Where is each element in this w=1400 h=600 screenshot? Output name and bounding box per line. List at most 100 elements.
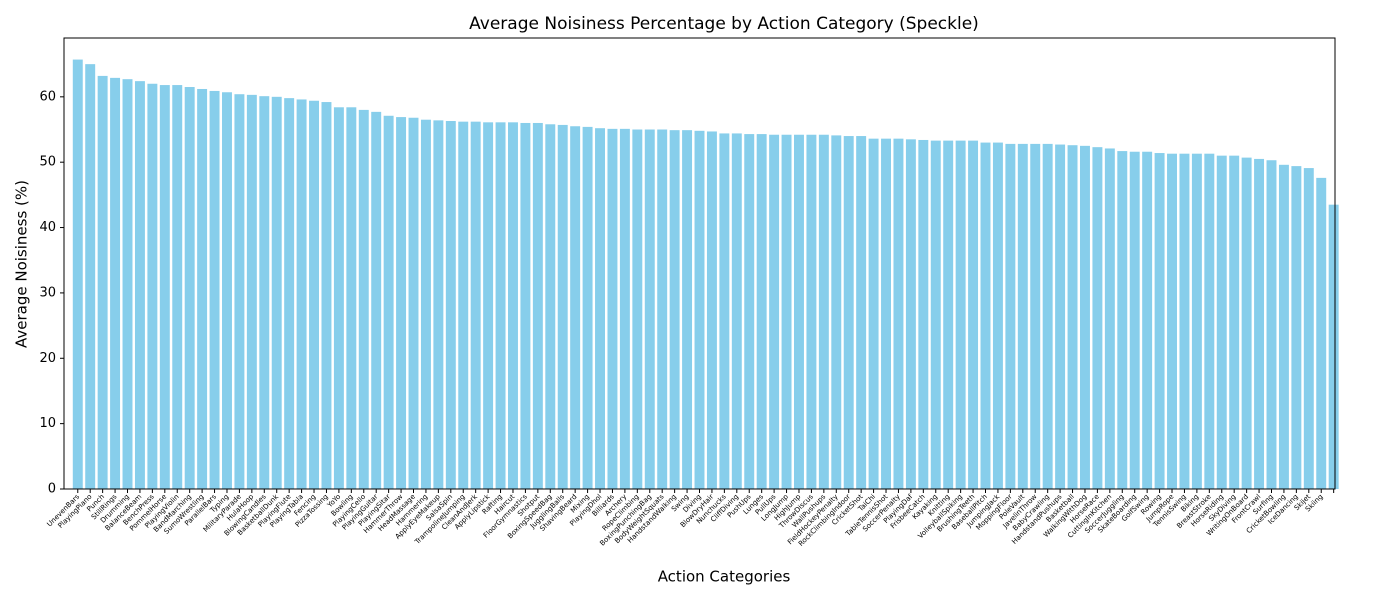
bar (682, 130, 693, 489)
bar (619, 128, 630, 489)
y-tick-label: 10 (39, 416, 56, 431)
bar (992, 142, 1003, 489)
bar (1080, 145, 1090, 489)
y-tick-label: 50 (39, 155, 56, 170)
y-tick-label: 0 (48, 482, 56, 497)
bar (296, 99, 307, 489)
bar (756, 134, 767, 489)
bar (346, 107, 357, 489)
bar (545, 124, 556, 489)
bar (557, 124, 568, 489)
bar (470, 121, 481, 490)
bar (1167, 153, 1177, 490)
bar (396, 117, 407, 489)
bar (694, 130, 705, 489)
bar (632, 129, 643, 489)
y-tick-label: 40 (39, 220, 56, 235)
bar (1216, 155, 1227, 490)
bar (159, 85, 170, 490)
bar (520, 122, 531, 490)
bar (1204, 153, 1215, 490)
bar (719, 133, 730, 489)
x-axis-label: Action Categories (658, 568, 791, 586)
bar (172, 85, 183, 490)
bar (333, 107, 344, 489)
bar (309, 100, 319, 489)
bar (881, 138, 891, 490)
bar (222, 92, 232, 489)
y-tick-label: 30 (39, 285, 56, 300)
bar (868, 138, 879, 490)
bar (843, 136, 854, 490)
bar (818, 134, 829, 489)
bar (532, 122, 543, 490)
bar (706, 131, 717, 489)
bar (943, 140, 954, 489)
bar (794, 134, 804, 489)
y-axis-label: Average Noisiness (%) (13, 180, 31, 348)
bar (1005, 143, 1016, 489)
bar (445, 121, 456, 490)
bar (246, 94, 257, 489)
bar (570, 126, 581, 489)
bar (85, 64, 96, 489)
bar (856, 136, 867, 490)
bar (930, 140, 941, 489)
bar (1254, 158, 1265, 489)
bar (371, 111, 382, 489)
bar (980, 142, 991, 489)
bar (383, 115, 394, 489)
bar (1229, 155, 1240, 490)
bar (831, 135, 842, 489)
bar (669, 130, 680, 489)
bar (147, 83, 158, 489)
bar (918, 139, 929, 489)
bar (433, 120, 444, 490)
bar (408, 117, 419, 489)
chart-title: Average Noisiness Percentage by Action C… (469, 14, 979, 34)
bar (1129, 151, 1140, 489)
bar (968, 140, 979, 489)
bar (1328, 204, 1339, 489)
bar (1303, 168, 1314, 489)
bar (495, 122, 506, 490)
bar (134, 81, 145, 489)
bar (1278, 164, 1289, 489)
bar (271, 96, 282, 490)
bar (644, 129, 655, 489)
bar (1316, 177, 1327, 489)
bar (259, 96, 270, 490)
bar (1117, 151, 1128, 489)
bar (1067, 145, 1078, 489)
bar (1154, 153, 1165, 490)
bar (1104, 148, 1115, 489)
y-tick-label: 20 (39, 351, 56, 366)
plot-frame (63, 37, 1336, 490)
bar (420, 119, 431, 490)
bar (1092, 147, 1103, 489)
bar (97, 75, 108, 489)
bar (582, 126, 593, 489)
bar (1017, 143, 1028, 489)
bar (483, 122, 494, 490)
bar (209, 90, 220, 489)
bar (1291, 166, 1302, 489)
bar (955, 140, 966, 489)
bar (72, 59, 83, 489)
bar (458, 121, 469, 490)
bar (234, 94, 245, 489)
bar (905, 139, 916, 490)
bar (1042, 143, 1053, 489)
bar (284, 98, 295, 489)
bar (657, 129, 668, 489)
bar (607, 128, 618, 489)
bar (731, 133, 742, 489)
bar (1055, 144, 1066, 489)
bar (1266, 160, 1277, 489)
bar (1191, 153, 1202, 490)
bar (110, 77, 121, 489)
bar (321, 102, 332, 490)
bar (197, 88, 208, 489)
bar (1179, 153, 1190, 490)
